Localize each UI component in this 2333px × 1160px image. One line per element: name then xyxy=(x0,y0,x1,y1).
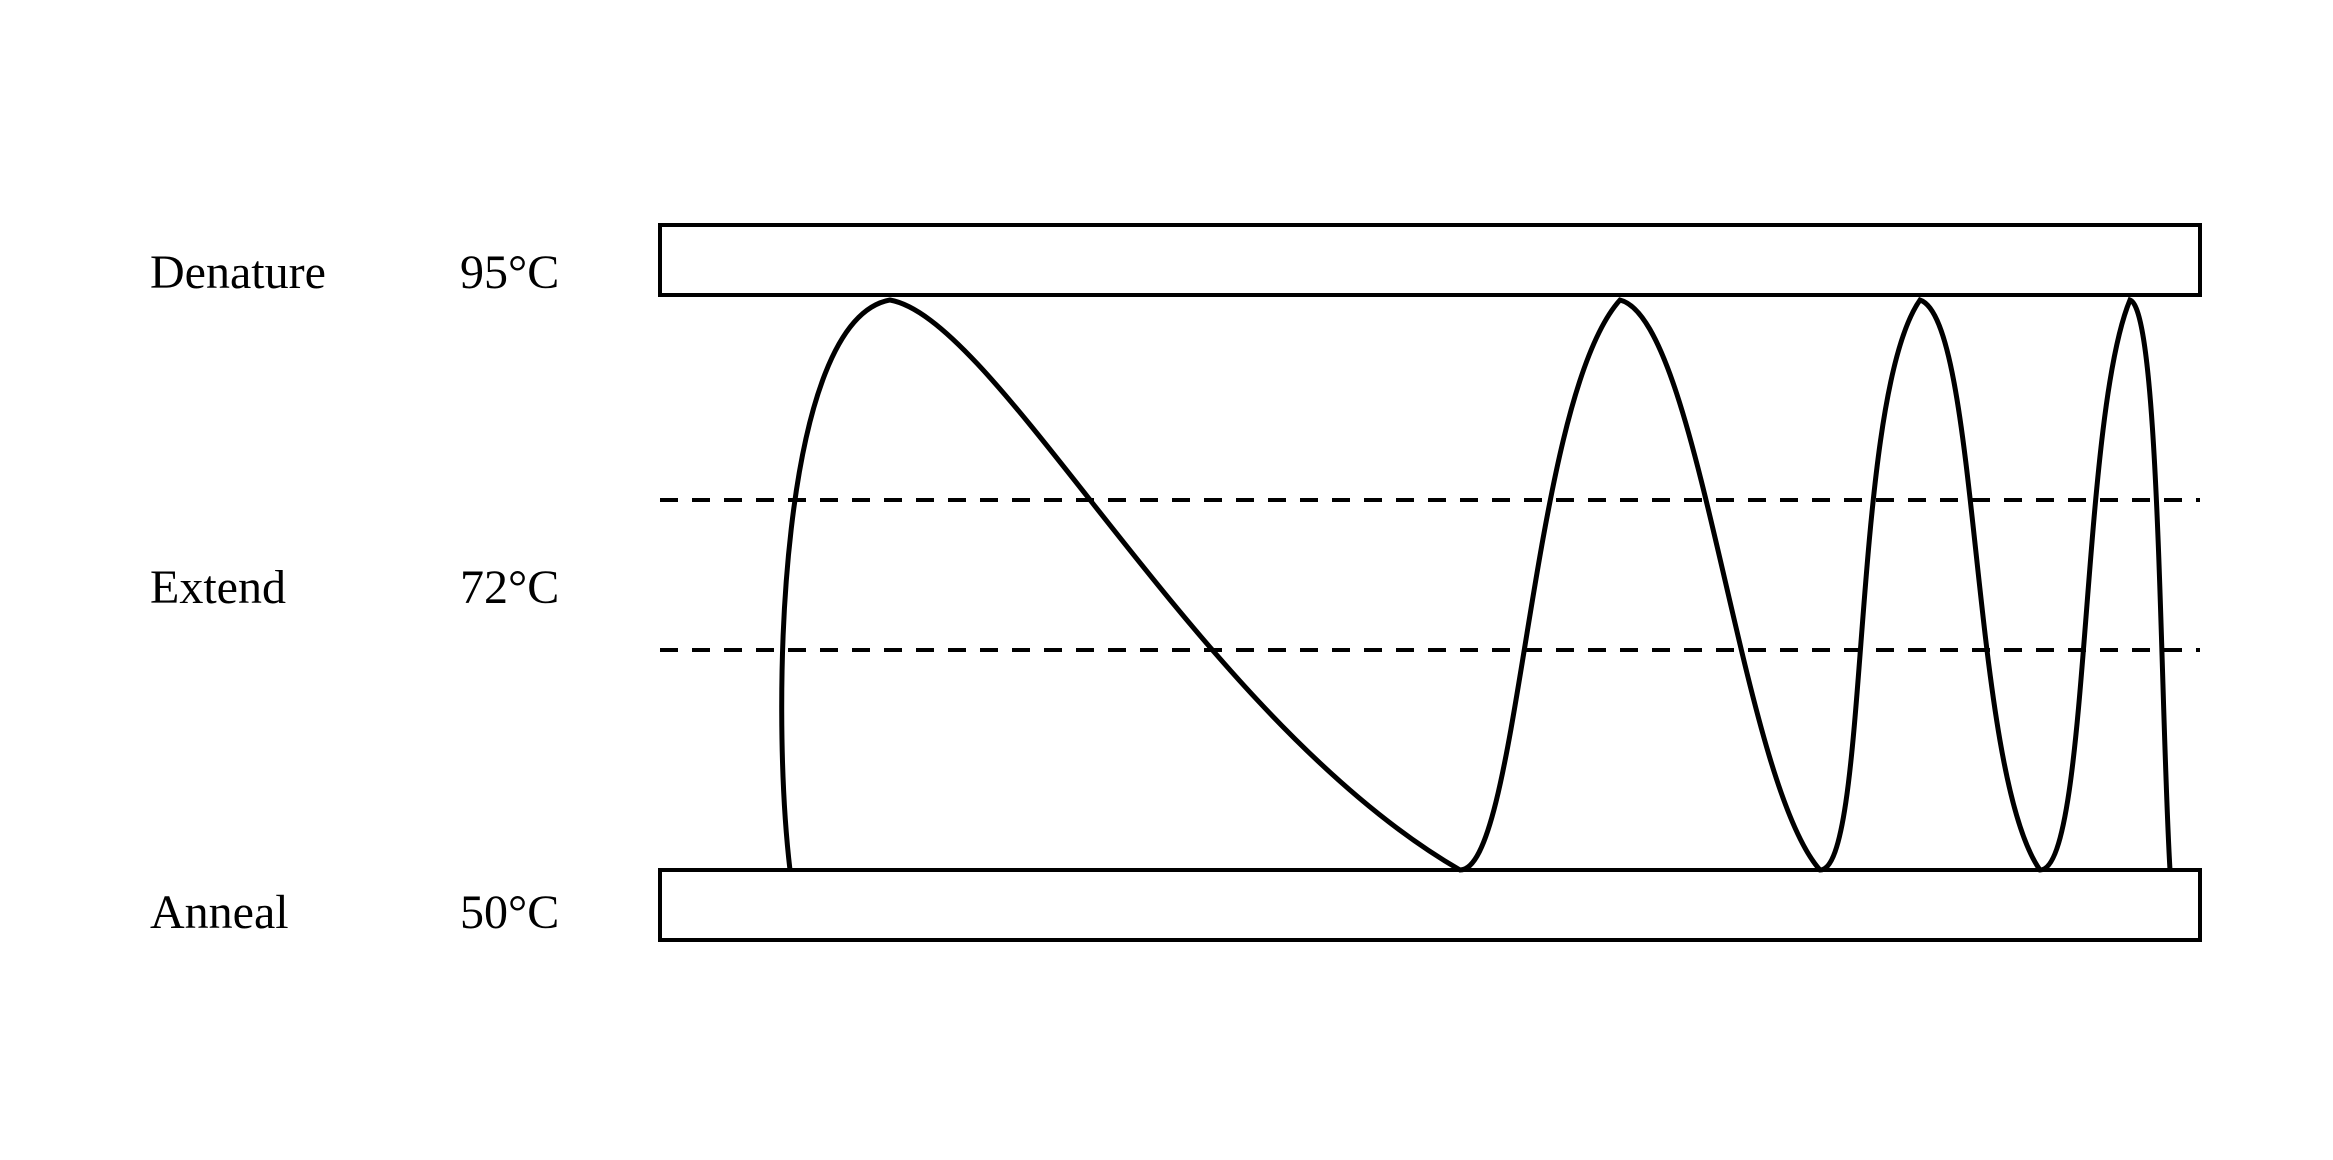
pcr-cycle-diagram xyxy=(0,0,2333,1160)
temperature-curve xyxy=(782,300,2170,870)
anneal-zone-box xyxy=(660,870,2200,940)
denature-zone-box xyxy=(660,225,2200,295)
